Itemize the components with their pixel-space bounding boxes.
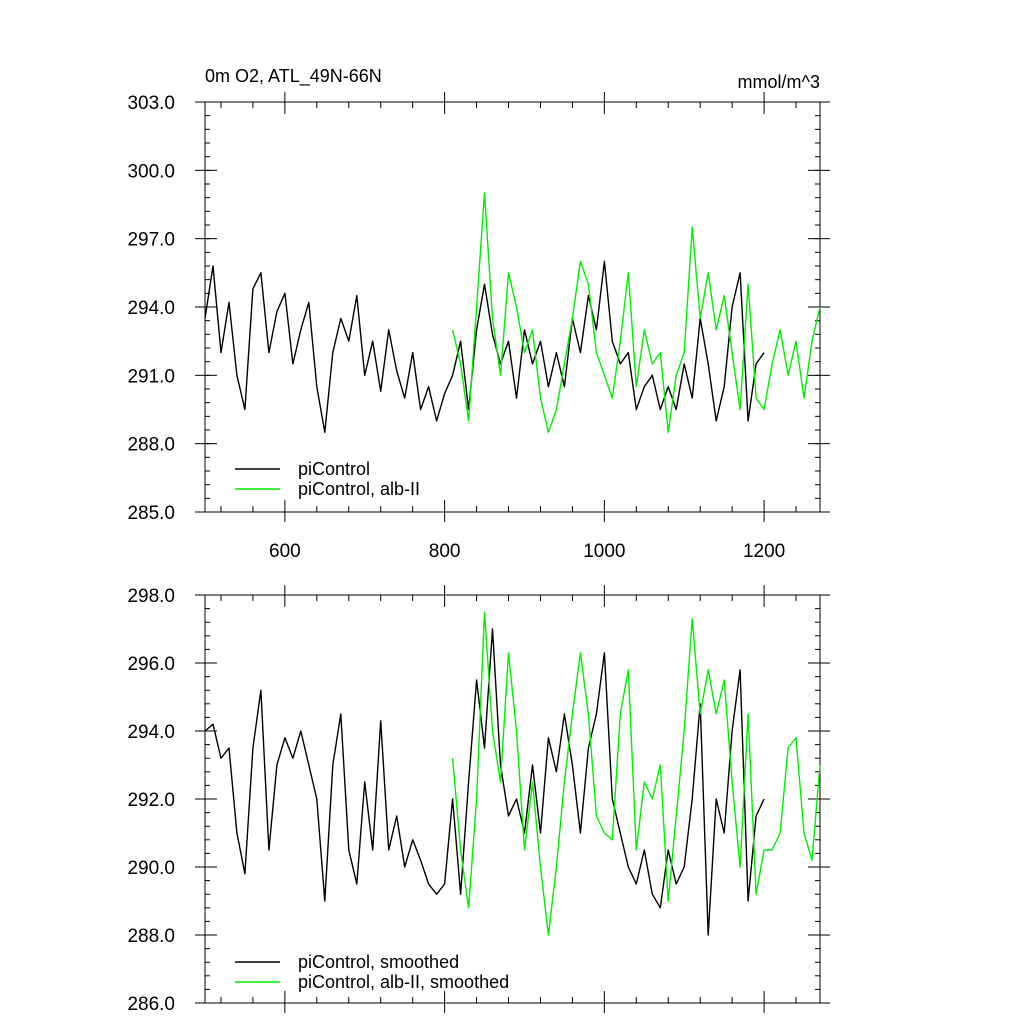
plot-frame bbox=[204, 101, 821, 513]
y-tick-label: 286.0 bbox=[127, 994, 175, 1015]
y-tick-label: 290.0 bbox=[127, 858, 175, 879]
y-tick-label: 294.0 bbox=[127, 298, 175, 319]
series-line-picontrol-alb-ii bbox=[451, 611, 821, 936]
figure-title: 0m O2, ATL_49N-66N bbox=[205, 66, 382, 87]
y-tick-label: 285.0 bbox=[127, 503, 175, 524]
y-tick-label: 297.0 bbox=[127, 230, 175, 251]
legend-label: piControl, alb-II bbox=[298, 479, 420, 499]
y-tick-label: 296.0 bbox=[127, 654, 175, 675]
legend-label: piControl, smoothed bbox=[298, 952, 459, 972]
unit-label: mmol/m^3 bbox=[738, 72, 820, 92]
y-tick-label: 300.0 bbox=[127, 161, 175, 182]
series-line-picontrol bbox=[204, 628, 765, 936]
y-tick-label: 288.0 bbox=[127, 435, 175, 456]
series-line-picontrol bbox=[204, 260, 765, 433]
y-tick-label: 288.0 bbox=[127, 926, 175, 947]
x-tick-label: 1200 bbox=[743, 541, 785, 562]
y-tick-label: 291.0 bbox=[127, 366, 175, 387]
top-panel: 600 800 1000 1200 285.0 288.0 291.0 294.0 297.0 3… bbox=[127, 92, 830, 562]
y-tick-label: 292.0 bbox=[127, 790, 175, 811]
bottom-panel: 286.0 288.0 290.0 292.0 294.0 296.0 298.0 piCon… bbox=[127, 585, 830, 1015]
y-tick-label: 303.0 bbox=[127, 93, 175, 114]
series-line-picontrol-alb-ii bbox=[451, 192, 821, 433]
y-tick-label: 294.0 bbox=[127, 722, 175, 743]
legend-label: piControl bbox=[298, 459, 370, 479]
x-tick-label: 1000 bbox=[583, 541, 625, 562]
plot-frame bbox=[204, 594, 821, 1004]
x-tick-label: 600 bbox=[269, 541, 301, 562]
y-tick-label: 298.0 bbox=[127, 586, 175, 607]
x-tick-label: 800 bbox=[429, 541, 461, 562]
legend-label: piControl, alb-II, smoothed bbox=[298, 972, 509, 992]
